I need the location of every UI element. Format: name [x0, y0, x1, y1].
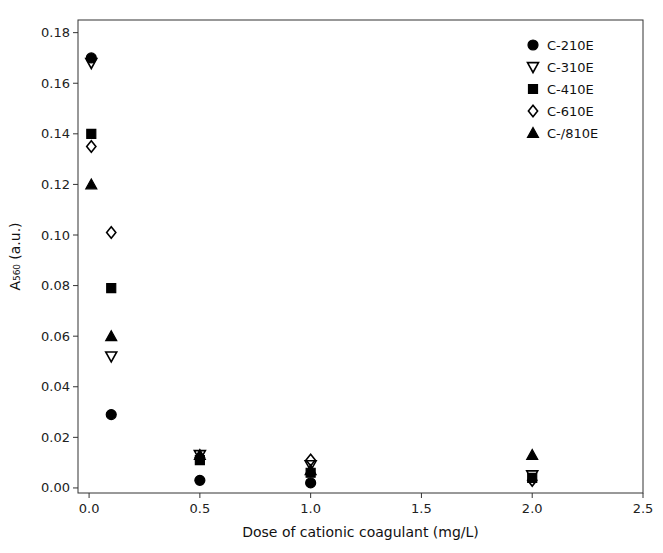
point [305, 465, 316, 475]
y-tick-label: 0.10 [41, 228, 70, 243]
y-tick-label: 0.00 [41, 480, 70, 495]
point [194, 450, 205, 460]
series [86, 179, 538, 475]
x-tick-label: 0.5 [190, 501, 211, 516]
chart: 0.0 0.5 1.0 1.5 2.0 2.5 0.00 0.02 0.04 0.06 0.08 0.… [0, 0, 663, 553]
series [87, 129, 537, 482]
point [195, 475, 205, 485]
legend-label: C-310E [547, 60, 594, 75]
x-tick-label: 1.5 [411, 501, 432, 516]
y-tick [73, 386, 78, 387]
legend-marker [528, 128, 539, 138]
y-tick [73, 285, 78, 286]
legend-marker [528, 105, 537, 117]
x-tick-label: 0.0 [79, 501, 100, 516]
legend-label: C-210E [547, 38, 594, 53]
x-tick-label: 1.0 [300, 501, 321, 516]
y-tick [73, 83, 78, 84]
x-tick-label: 2.0 [522, 501, 543, 516]
y-tick [73, 235, 78, 236]
y-tick-label: 0.14 [41, 126, 70, 141]
legend: C-210E C-310E C-410E C-610E C-/810E [528, 38, 599, 141]
y-axis-label: A₅₆₀ (a.u.) [7, 222, 23, 290]
legend-label: C-410E [547, 82, 594, 97]
y-tick-label: 0.02 [41, 430, 70, 445]
x-tick [643, 493, 644, 498]
y-tick-label: 0.06 [41, 329, 70, 344]
point [86, 179, 97, 189]
data-points [86, 53, 538, 488]
legend-marker [529, 85, 538, 94]
point [528, 475, 537, 487]
y-tick [73, 184, 78, 185]
point [107, 227, 116, 239]
x-tick [89, 493, 90, 498]
y-tick [73, 487, 78, 488]
legend-marker [528, 40, 538, 50]
x-tick [310, 493, 311, 498]
legend-label: C-/810E [547, 126, 598, 141]
y-tick [73, 437, 78, 438]
point [107, 284, 116, 293]
x-tick [421, 493, 422, 498]
plot-frame [78, 20, 643, 493]
y-tick-label: 0.16 [41, 76, 70, 91]
x-axis-label: Dose of cationic coagulant (mg/L) [242, 524, 479, 540]
x-tick-label: 2.5 [633, 501, 654, 516]
series [87, 141, 537, 486]
point [87, 129, 96, 138]
axes: 0.0 0.5 1.0 1.5 2.0 2.5 0.00 0.02 0.04 0.06 0.08 0.… [41, 25, 653, 516]
point [106, 410, 116, 420]
point [106, 331, 117, 341]
legend-marker [528, 63, 539, 73]
point [86, 59, 97, 69]
x-tick [532, 493, 533, 498]
y-tick [73, 32, 78, 33]
series [86, 59, 538, 481]
y-tick-label: 0.08 [41, 278, 70, 293]
legend-label: C-610E [547, 104, 594, 119]
x-tick [199, 493, 200, 498]
y-tick-label: 0.04 [41, 379, 70, 394]
y-tick [73, 133, 78, 134]
point [306, 478, 316, 488]
series [86, 53, 315, 488]
point [87, 141, 96, 153]
y-tick-label: 0.18 [41, 25, 70, 40]
point [106, 352, 117, 362]
y-tick [73, 336, 78, 337]
point [527, 450, 538, 460]
y-tick-label: 0.12 [41, 177, 70, 192]
